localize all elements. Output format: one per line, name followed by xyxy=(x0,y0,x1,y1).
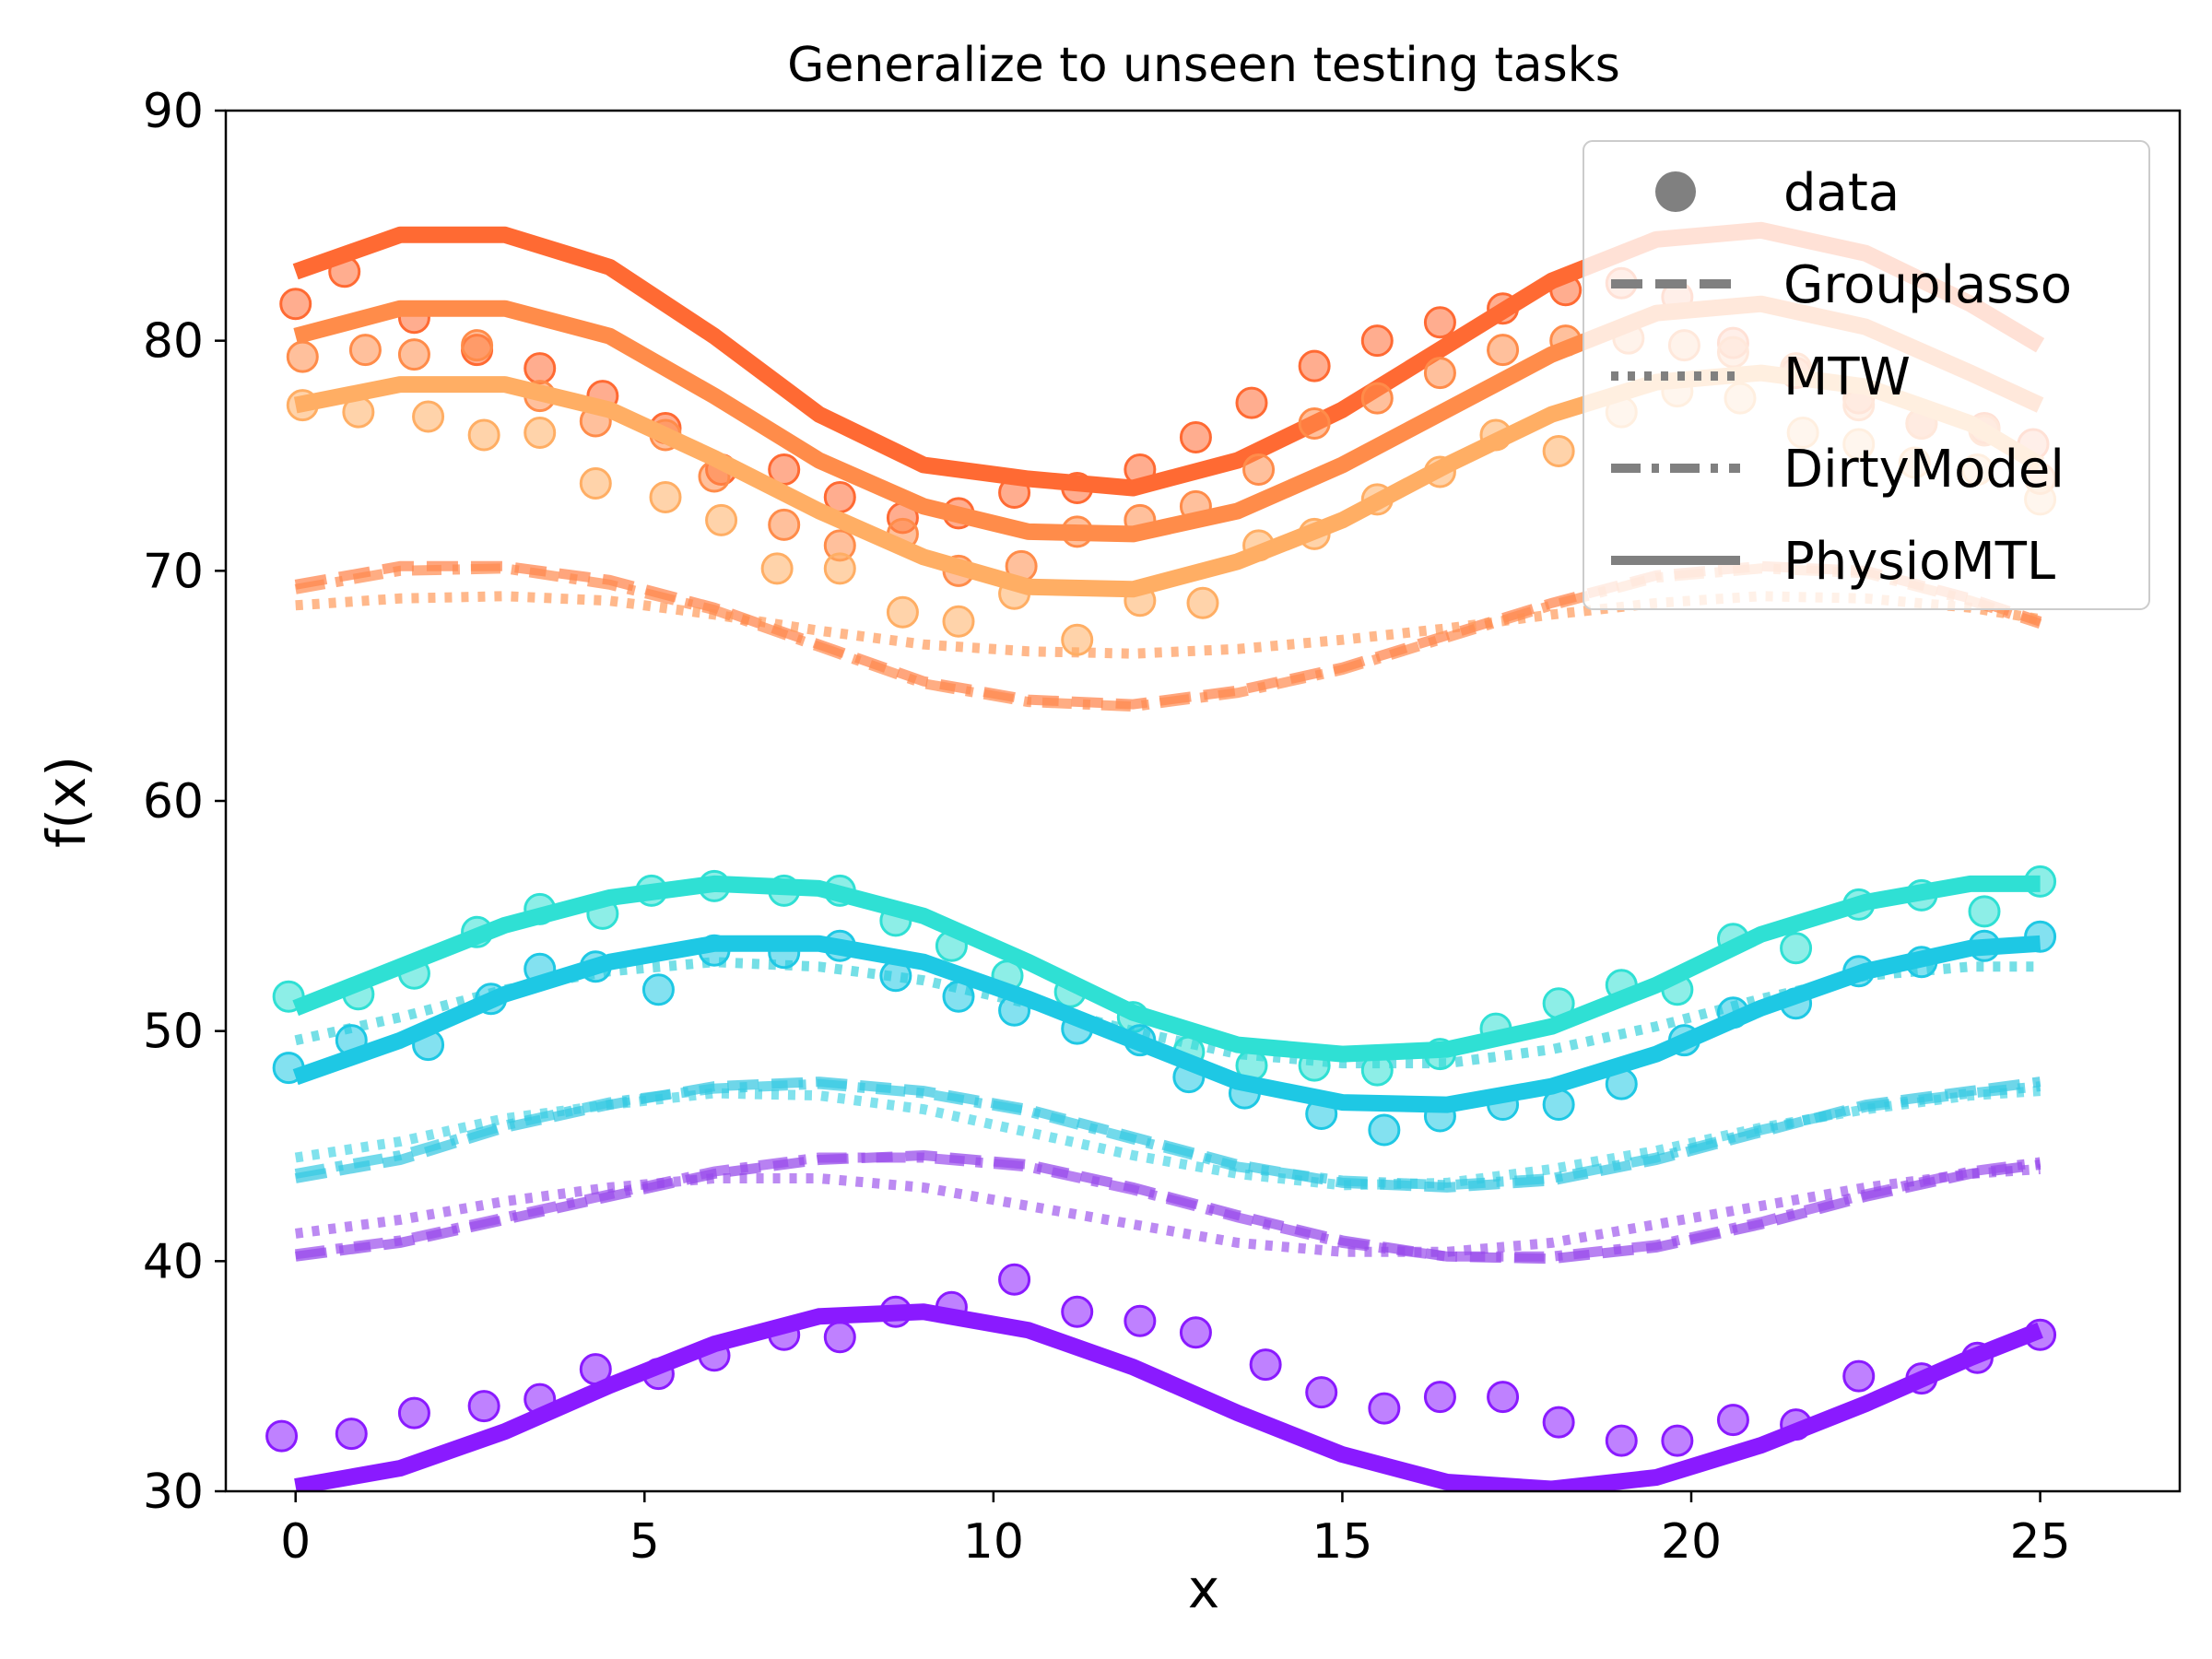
y-tick-label-40: 40 xyxy=(143,1234,204,1289)
physiomtl-line-task-5 xyxy=(292,935,2041,1113)
data-point-task-1-16 xyxy=(1235,386,1268,419)
data-point-task-6-21 xyxy=(1542,1406,1575,1439)
data-point-task-6-23 xyxy=(1661,1424,1694,1457)
data-point-task-6-13 xyxy=(1061,1295,1094,1328)
data-point-task-2-20 xyxy=(1487,334,1520,367)
data-point-task-6-2 xyxy=(397,1396,430,1430)
data-point-task-1-18 xyxy=(1360,324,1394,358)
data-point-task-2-3 xyxy=(461,329,494,362)
y-tick-label-60: 60 xyxy=(143,774,204,830)
data-point-task-3-3 xyxy=(467,418,500,452)
data-point-task-3-2 xyxy=(412,400,445,433)
x-tick-label-5: 5 xyxy=(629,1514,660,1570)
data-point-task-1-19 xyxy=(1423,306,1456,339)
data-point-task-4-28 xyxy=(1968,895,2001,928)
y-tick-label-30: 30 xyxy=(143,1465,204,1520)
y-axis-label: f(x) xyxy=(35,756,98,848)
data-point-task-2-18 xyxy=(1360,382,1394,415)
data-point-task-6-18 xyxy=(1368,1392,1401,1425)
data-point-task-1-0 xyxy=(279,288,312,321)
data-point-task-6-14 xyxy=(1124,1304,1157,1337)
x-tick-label-15: 15 xyxy=(1312,1514,1372,1570)
data-point-task-3-11 xyxy=(942,605,975,638)
legend-label-mtw: MTW xyxy=(1783,347,1911,407)
legend: data Grouplasso MTW DirtyModel PhysioMTL xyxy=(1583,140,2150,610)
x-axis-label: x xyxy=(1188,1558,1219,1620)
data-point-task-6-19 xyxy=(1423,1381,1456,1414)
data-point-task-2-17 xyxy=(1298,407,1331,441)
axes: 0 5 10 15 20 25 30 40 50 60 70 80 90 xyxy=(143,84,2182,1570)
data-point-task-3-4 xyxy=(524,417,557,450)
data-point-task-2-19 xyxy=(1423,357,1456,390)
x-tick-label-10: 10 xyxy=(963,1514,1024,1570)
y-tick-label-80: 80 xyxy=(143,314,204,370)
data-point-task-2-0 xyxy=(286,340,319,373)
legend-label-physiomtl: PhysioMTL xyxy=(1783,532,2055,592)
baseline-line-mtw-purple-7 xyxy=(294,1164,2041,1257)
data-point-task-2-16 xyxy=(1242,453,1276,486)
data-point-task-6-3 xyxy=(467,1390,500,1423)
legend-box xyxy=(1583,140,2150,610)
baseline-line-dirtymodel-purple-9 xyxy=(294,1152,2041,1262)
data-point-task-1-17 xyxy=(1298,349,1331,382)
chart-title: Generalize to unseen testing tasks xyxy=(787,38,1620,93)
legend-label-data: data xyxy=(1783,163,1900,223)
data-point-task-1-4 xyxy=(524,352,557,385)
physiomtl-line-task-6 xyxy=(294,1303,2043,1491)
y-tick-label-50: 50 xyxy=(143,1005,204,1060)
data-point-task-3-8 xyxy=(760,552,794,585)
y-tick-label-70: 70 xyxy=(143,544,204,599)
data-point-task-6-0 xyxy=(265,1419,299,1453)
y-tick-label-90: 90 xyxy=(143,84,204,139)
data-point-task-3-21 xyxy=(1542,435,1575,468)
data-point-task-3-10 xyxy=(886,595,919,629)
data-point-task-6-17 xyxy=(1305,1376,1338,1409)
legend-label-grouplasso: Grouplasso xyxy=(1783,255,2072,315)
data-point-task-4-25 xyxy=(1780,932,1813,965)
data-point-task-3-13 xyxy=(1061,623,1094,656)
data-point-task-2-8 xyxy=(768,508,801,541)
x-tick-label-0: 0 xyxy=(280,1514,311,1570)
data-point-task-3-15 xyxy=(1186,586,1219,619)
x-tick-label-25: 25 xyxy=(2009,1514,2070,1570)
data-point-task-3-9 xyxy=(823,552,856,585)
data-point-task-6-12 xyxy=(998,1263,1031,1296)
legend-label-dirtymodel: DirtyModel xyxy=(1783,440,2065,500)
data-point-task-5-6 xyxy=(641,973,675,1006)
data-point-task-6-20 xyxy=(1487,1381,1520,1414)
data-point-task-1-15 xyxy=(1179,421,1212,454)
legend-handle-data xyxy=(1655,171,1696,212)
baseline-line-dirtymodel-cyan-6 xyxy=(294,1078,2041,1191)
data-point-task-6-9 xyxy=(823,1321,856,1354)
data-point-task-3-5 xyxy=(579,466,612,500)
physiomtl-line-task-4 xyxy=(292,875,2041,1063)
data-point-task-6-1 xyxy=(335,1418,368,1451)
data-point-task-6-16 xyxy=(1249,1348,1282,1382)
data-point-task-2-2 xyxy=(397,338,430,371)
x-tick-label-20: 20 xyxy=(1661,1514,1722,1570)
data-point-task-6-15 xyxy=(1179,1316,1212,1349)
data-point-task-5-18 xyxy=(1368,1113,1401,1147)
data-point-task-6-22 xyxy=(1605,1424,1638,1457)
data-point-task-6-24 xyxy=(1716,1404,1749,1437)
data-point-task-6-26 xyxy=(1842,1359,1876,1393)
data-point-task-3-7 xyxy=(705,503,738,536)
data-point-task-2-1 xyxy=(348,334,382,367)
data-point-task-3-6 xyxy=(649,480,682,513)
